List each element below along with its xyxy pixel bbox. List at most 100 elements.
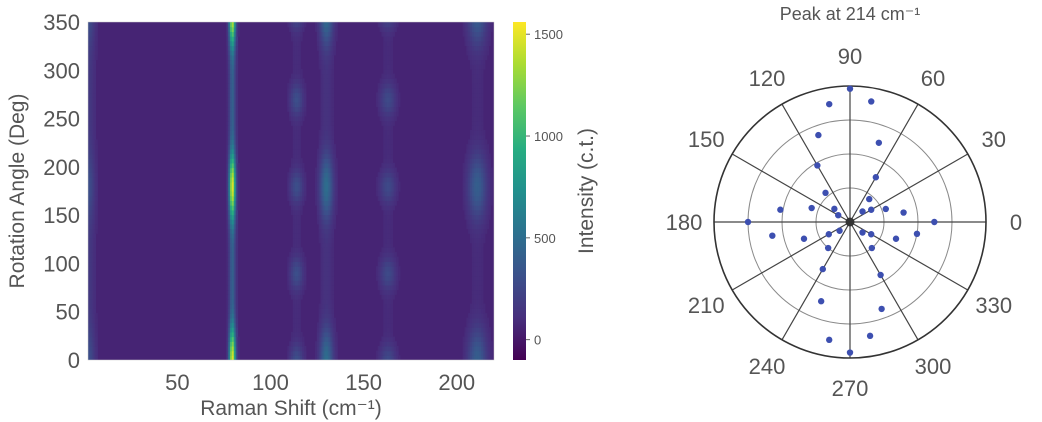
heatmap-cell [298, 331, 301, 338]
heatmap-cell [386, 78, 390, 84]
heatmap-cell [233, 129, 237, 136]
heatmap-cell [88, 205, 91, 211]
heatmap-cell [326, 261, 329, 267]
heatmap-cell [329, 195, 333, 201]
heatmap-cell [475, 261, 478, 267]
heatmap-cell [470, 308, 473, 314]
heatmap-cell [468, 195, 471, 201]
heatmap-cell [468, 214, 471, 220]
heatmap-cell [294, 78, 298, 84]
heatmap-cell [292, 256, 296, 263]
heatmap-cell [385, 256, 388, 263]
heatmap-cell [326, 83, 329, 89]
heatmap-cell [477, 294, 480, 300]
heatmap-cell [228, 200, 231, 206]
heatmap-cell [381, 247, 384, 253]
heatmap-cell [390, 54, 394, 61]
heatmap-cell [316, 350, 320, 356]
heatmap-cell [93, 54, 96, 61]
heatmap-cell [320, 22, 323, 28]
heatmap-cell [385, 345, 388, 352]
heatmap-cell [231, 209, 235, 216]
heatmap-cell [383, 78, 386, 84]
heatmap-cell [473, 317, 477, 324]
heatmap-cell [93, 134, 96, 140]
heatmap-cell [329, 298, 333, 305]
heatmap-cell [316, 31, 320, 37]
heatmap-cell [324, 327, 327, 333]
heatmap-cell [228, 172, 231, 178]
heatmap-cell [484, 322, 488, 328]
heatmap-cell [479, 247, 482, 253]
heatmap-cell [385, 341, 388, 347]
heatmap-cell [298, 350, 301, 356]
heatmap-cell [331, 134, 335, 140]
heatmap-cell [394, 26, 397, 32]
heatmap-cell [303, 261, 307, 267]
heatmap-cell [475, 270, 478, 277]
heatmap-cell [298, 327, 301, 333]
heatmap-cell [326, 97, 329, 103]
heatmap-cell [392, 78, 395, 84]
heatmap-cell [231, 158, 235, 164]
heatmap-cell [226, 129, 229, 136]
heatmap-cell [383, 64, 386, 70]
heatmap-cell [294, 242, 298, 248]
heatmap-cell [471, 40, 475, 47]
heatmap-cell [233, 87, 237, 94]
heatmap-cell [464, 205, 467, 211]
heatmap-cell [88, 64, 91, 70]
polar-point [868, 244, 876, 252]
heatmap-cell [303, 186, 307, 192]
heatmap-cell [235, 317, 239, 324]
heatmap-cell [375, 270, 379, 277]
heatmap-cell [318, 59, 322, 65]
heatmap-cell [294, 223, 298, 230]
heatmap-cell [383, 144, 386, 150]
heatmap-cell [379, 256, 383, 263]
heatmap-cell [464, 31, 467, 37]
heatmap-cell [488, 195, 491, 201]
heatmap-cell [473, 167, 477, 173]
heatmap-cell [477, 45, 480, 51]
heatmap-cell [326, 219, 329, 225]
heatmap-cell [473, 50, 477, 56]
heatmap-cell [95, 172, 98, 178]
heatmap-cell [390, 313, 394, 319]
heatmap-cell [320, 270, 323, 277]
heatmap-cell [486, 327, 490, 333]
heatmap-cell [390, 36, 394, 42]
heatmap-cell [89, 308, 93, 314]
heatmap-cell [471, 294, 475, 300]
heatmap-cell [233, 237, 237, 244]
heatmap-cell [488, 167, 491, 173]
heatmap-cell [326, 355, 329, 360]
heatmap-cell [289, 355, 292, 360]
heatmap-cell [486, 223, 490, 230]
heatmap-cell [490, 200, 493, 206]
heatmap-cell [488, 355, 491, 360]
polar-point [831, 205, 838, 213]
heatmap-cell [488, 341, 491, 347]
heatmap-cell [333, 350, 336, 356]
heatmap-cell [298, 280, 301, 286]
heatmap-cell [486, 31, 490, 37]
heatmap-cell [479, 158, 482, 164]
heatmap-cell [390, 298, 394, 305]
heatmap-cell [326, 322, 329, 328]
heatmap-cell [91, 120, 95, 126]
heatmap-cell [473, 111, 477, 117]
heatmap-cell [287, 284, 290, 291]
heatmap-cell [470, 40, 473, 47]
heatmap-cell [296, 247, 299, 253]
heatmap-cell [298, 317, 301, 324]
heatmap-cell [235, 341, 239, 347]
heatmap-cell [322, 106, 325, 112]
heatmap-cell [481, 73, 484, 79]
heatmap-cell [89, 252, 93, 258]
heatmap-cell [326, 200, 329, 206]
heatmap-cell [335, 341, 338, 347]
heatmap-cell [396, 181, 399, 187]
colorbar-tick-label: 1500 [534, 27, 563, 42]
heatmap-cell [475, 209, 478, 216]
